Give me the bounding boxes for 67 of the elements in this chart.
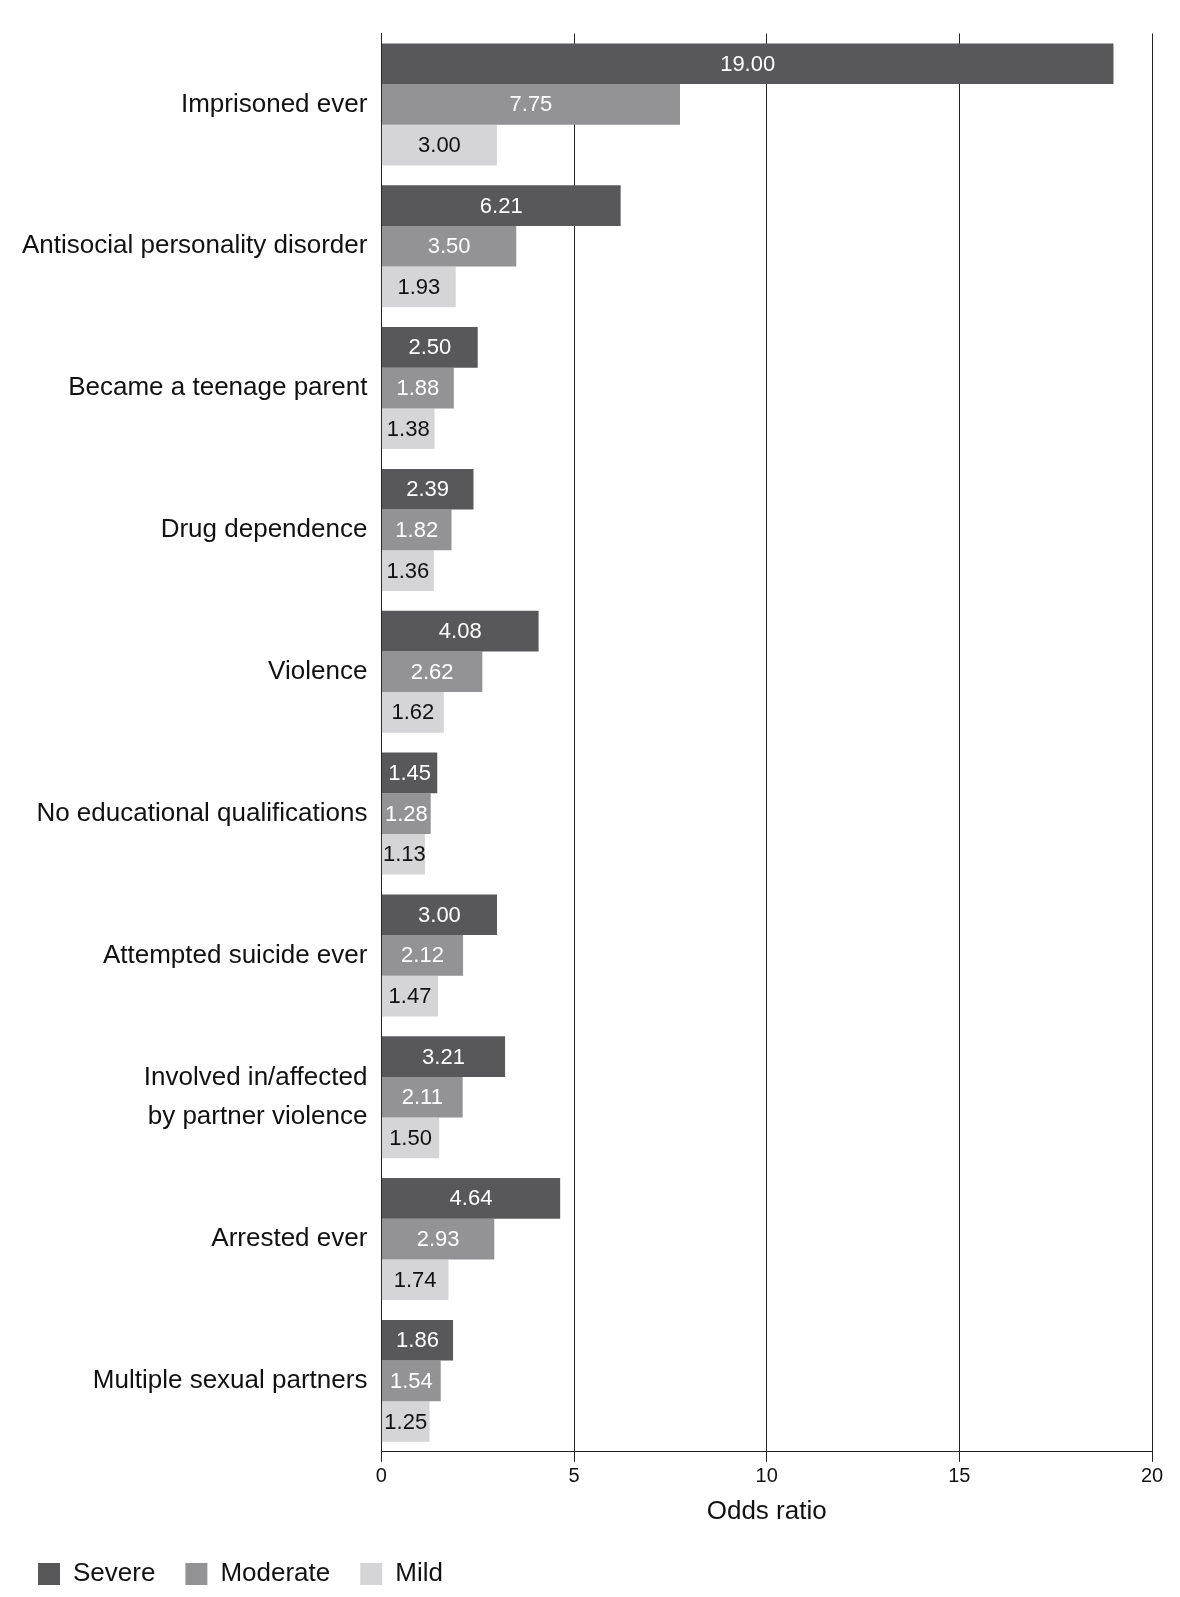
x-tick-label: 5 <box>568 1464 580 1487</box>
data-label: 1.93 <box>397 273 441 299</box>
y-tick-label: Violence <box>268 654 368 685</box>
x-tick-label: 10 <box>755 1464 778 1487</box>
data-label: 3.21 <box>422 1043 465 1069</box>
bar <box>381 185 621 226</box>
data-label: 1.28 <box>384 800 428 826</box>
data-label: 3.00 <box>418 901 461 927</box>
y-tick-label: Antisocial personality disorder <box>22 229 368 260</box>
data-label: 2.11 <box>401 1084 443 1110</box>
y-tick-label: Involved in/affected by partner violence <box>143 1060 368 1130</box>
data-label: 7.75 <box>509 91 553 117</box>
bar <box>381 610 539 652</box>
data-label: 1.50 <box>389 1124 432 1150</box>
bar <box>381 1178 561 1219</box>
x-axis-title: Odds ratio <box>706 1494 827 1525</box>
bar <box>381 43 1114 85</box>
data-label: 1.88 <box>396 375 440 401</box>
data-label: 2.62 <box>410 658 454 684</box>
data-label: 3.50 <box>427 233 471 259</box>
data-label: 1.47 <box>388 983 432 1009</box>
y-tick-label: Attempted suicide ever <box>102 938 368 969</box>
legend-label: Severe <box>73 1557 156 1588</box>
bar <box>381 1218 495 1260</box>
data-label: 1.13 <box>382 841 426 867</box>
data-label: 2.39 <box>406 476 450 502</box>
y-tick-label: Multiple sexual partners <box>92 1364 368 1395</box>
data-label: 4.08 <box>438 618 482 644</box>
data-label: 2.93 <box>416 1226 460 1252</box>
y-tick-label: Became a teenage parent <box>68 371 369 402</box>
bar <box>381 894 497 936</box>
x-tick-label: 15 <box>948 1464 971 1487</box>
data-label: 1.38 <box>386 415 430 441</box>
x-tick-label: 0 <box>375 1464 387 1487</box>
bar <box>381 935 464 976</box>
bar <box>381 1036 506 1077</box>
y-tick-label: Arrested ever <box>211 1222 368 1253</box>
bar <box>381 692 444 733</box>
bar <box>381 1076 463 1118</box>
data-label: 1.25 <box>384 1408 428 1434</box>
bar <box>381 1319 454 1361</box>
bar <box>381 468 474 510</box>
legend-label: Moderate <box>220 1557 331 1588</box>
data-label: 1.45 <box>388 759 431 785</box>
y-tick-label: No educational qualifications <box>36 796 368 827</box>
data-label: 1.54 <box>389 1367 433 1393</box>
bar <box>381 225 517 267</box>
bar <box>381 84 680 125</box>
bar <box>381 651 483 693</box>
data-label: 1.36 <box>386 557 430 583</box>
data-label: 19.00 <box>720 50 776 76</box>
legend-label: Mild <box>395 1557 443 1588</box>
data-label: 2.12 <box>401 942 444 968</box>
data-label: 2.50 <box>408 334 452 360</box>
data-label: 1.62 <box>391 699 435 725</box>
data-label: 1.86 <box>396 1327 439 1353</box>
data-label: 1.74 <box>393 1266 437 1292</box>
y-tick-label: Drug dependence <box>160 513 368 544</box>
bar <box>381 124 497 166</box>
data-label: 1.82 <box>395 516 439 542</box>
y-tick-label: Imprisoned ever <box>180 87 368 118</box>
data-label: 3.00 <box>418 132 461 158</box>
bar <box>381 327 478 368</box>
bar <box>381 1259 449 1301</box>
data-label: 4.64 <box>449 1185 493 1211</box>
data-label: 6.21 <box>479 192 523 218</box>
x-tick-label: 20 <box>1140 1464 1164 1487</box>
